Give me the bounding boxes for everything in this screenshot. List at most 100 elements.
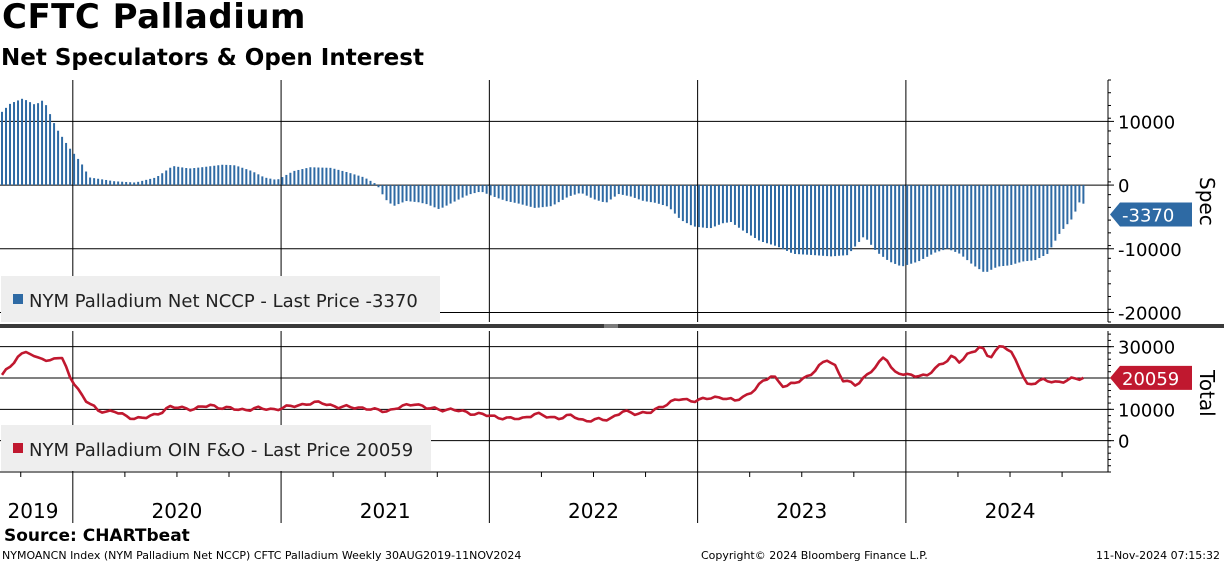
spec-bar xyxy=(745,185,748,234)
spec-bar xyxy=(481,185,484,193)
spec-bar xyxy=(101,179,104,186)
spec-bar xyxy=(717,185,720,225)
spec-bar xyxy=(57,130,60,186)
spec-bar xyxy=(421,185,424,204)
spec-bar xyxy=(477,185,480,193)
x-year-label: 2020 xyxy=(151,499,202,523)
footer-index-info: NYMOANCN Index (NYM Palladium Net NCCP) … xyxy=(2,549,522,562)
spec-bar xyxy=(381,185,384,195)
spec-bar xyxy=(153,177,156,186)
spec-bar xyxy=(229,165,232,186)
spec-bar xyxy=(233,165,236,186)
spec-bar xyxy=(601,185,604,202)
spec-bar xyxy=(417,185,420,203)
spec-bar xyxy=(225,164,228,186)
spec-bar xyxy=(641,185,644,201)
spec-bar xyxy=(261,176,264,186)
total-series-line xyxy=(0,345,1084,423)
spec-bar xyxy=(549,185,552,207)
spec-bar xyxy=(950,185,953,251)
total-tick-label: 10000 xyxy=(1118,400,1175,421)
spec-bar xyxy=(245,169,248,186)
spec-bar xyxy=(177,166,180,186)
spec-bar xyxy=(445,185,448,206)
spec-bar xyxy=(938,185,941,252)
spec-bar xyxy=(573,185,576,195)
spec-bar xyxy=(277,179,280,186)
spec-bar xyxy=(301,169,304,186)
spec-bar xyxy=(361,176,364,186)
spec-bar xyxy=(149,178,152,186)
spec-bar xyxy=(393,185,396,206)
spec-bar xyxy=(1050,185,1053,248)
spec-bar xyxy=(814,185,817,256)
spec-bar xyxy=(713,185,716,227)
total-legend-label: NYM Palladium OIN F&O - Last Price 20059 xyxy=(29,440,413,461)
spec-bar xyxy=(169,167,172,186)
spec-bar xyxy=(709,185,712,229)
spec-bar xyxy=(29,102,32,186)
spec-bar xyxy=(978,185,981,270)
spec-bar xyxy=(858,185,861,242)
spec-bar xyxy=(645,185,648,202)
spec-bar xyxy=(802,185,805,255)
spec-bar xyxy=(838,185,841,256)
spec-bar xyxy=(862,185,865,238)
spec-legend-label: NYM Palladium Net NCCP - Last Price -337… xyxy=(29,291,418,312)
spec-bar xyxy=(217,165,220,186)
spec-bar xyxy=(465,185,468,196)
spec-bar xyxy=(778,185,780,248)
spec-bar xyxy=(341,170,344,186)
spec-bar xyxy=(197,167,200,186)
spec-bar xyxy=(397,185,400,205)
spec-bar xyxy=(553,185,556,205)
spec-bar xyxy=(1038,185,1041,259)
spec-bar xyxy=(541,185,544,208)
spec-bar xyxy=(405,185,408,202)
total-tick-label: 30000 xyxy=(1118,338,1175,359)
spec-bar xyxy=(53,123,56,186)
spec-bars xyxy=(1,98,1085,272)
spec-bar xyxy=(329,167,332,186)
spec-bar xyxy=(269,178,272,186)
spec-bar xyxy=(633,185,636,198)
spec-bar xyxy=(557,185,560,203)
spec-bar xyxy=(569,185,572,196)
spec-bar xyxy=(689,185,692,226)
spec-bar xyxy=(946,185,949,249)
spec-bar xyxy=(317,167,320,186)
spec-bar xyxy=(209,166,212,186)
spec-bar xyxy=(325,167,328,186)
spec-bar xyxy=(213,165,216,186)
spec-bar xyxy=(265,177,268,186)
spec-bar xyxy=(866,185,869,240)
spec-bar xyxy=(994,185,997,268)
spec-bar xyxy=(389,185,392,204)
spec-bar xyxy=(297,169,300,186)
spec-bar xyxy=(521,185,524,205)
spec-bar xyxy=(697,185,700,228)
spec-tick-label: 0 xyxy=(1118,176,1129,197)
spec-bar xyxy=(1070,185,1073,220)
spec-bar xyxy=(513,185,516,203)
footer-copyright: Copyright© 2024 Bloomberg Finance L.P. xyxy=(701,549,928,562)
spec-bar xyxy=(753,185,756,238)
spec-bar xyxy=(878,185,881,254)
spec-bar xyxy=(677,185,680,218)
spec-bar xyxy=(886,185,889,260)
spec-bar xyxy=(982,185,985,272)
footer-timestamp: 11-Nov-2024 07:15:32 xyxy=(1095,549,1220,562)
spec-bar xyxy=(117,181,120,186)
spec-bar xyxy=(201,167,204,186)
spec-bar xyxy=(321,167,324,186)
spec-bar xyxy=(37,103,40,186)
spec-bar xyxy=(257,174,260,186)
spec-bar xyxy=(173,166,176,186)
spec-bar xyxy=(353,174,356,186)
spec-bar xyxy=(433,185,436,208)
spec-bar xyxy=(621,185,624,195)
source-note: Source: CHARTbeat xyxy=(4,526,190,546)
spec-bar xyxy=(189,168,192,186)
spec-bar xyxy=(782,185,785,250)
